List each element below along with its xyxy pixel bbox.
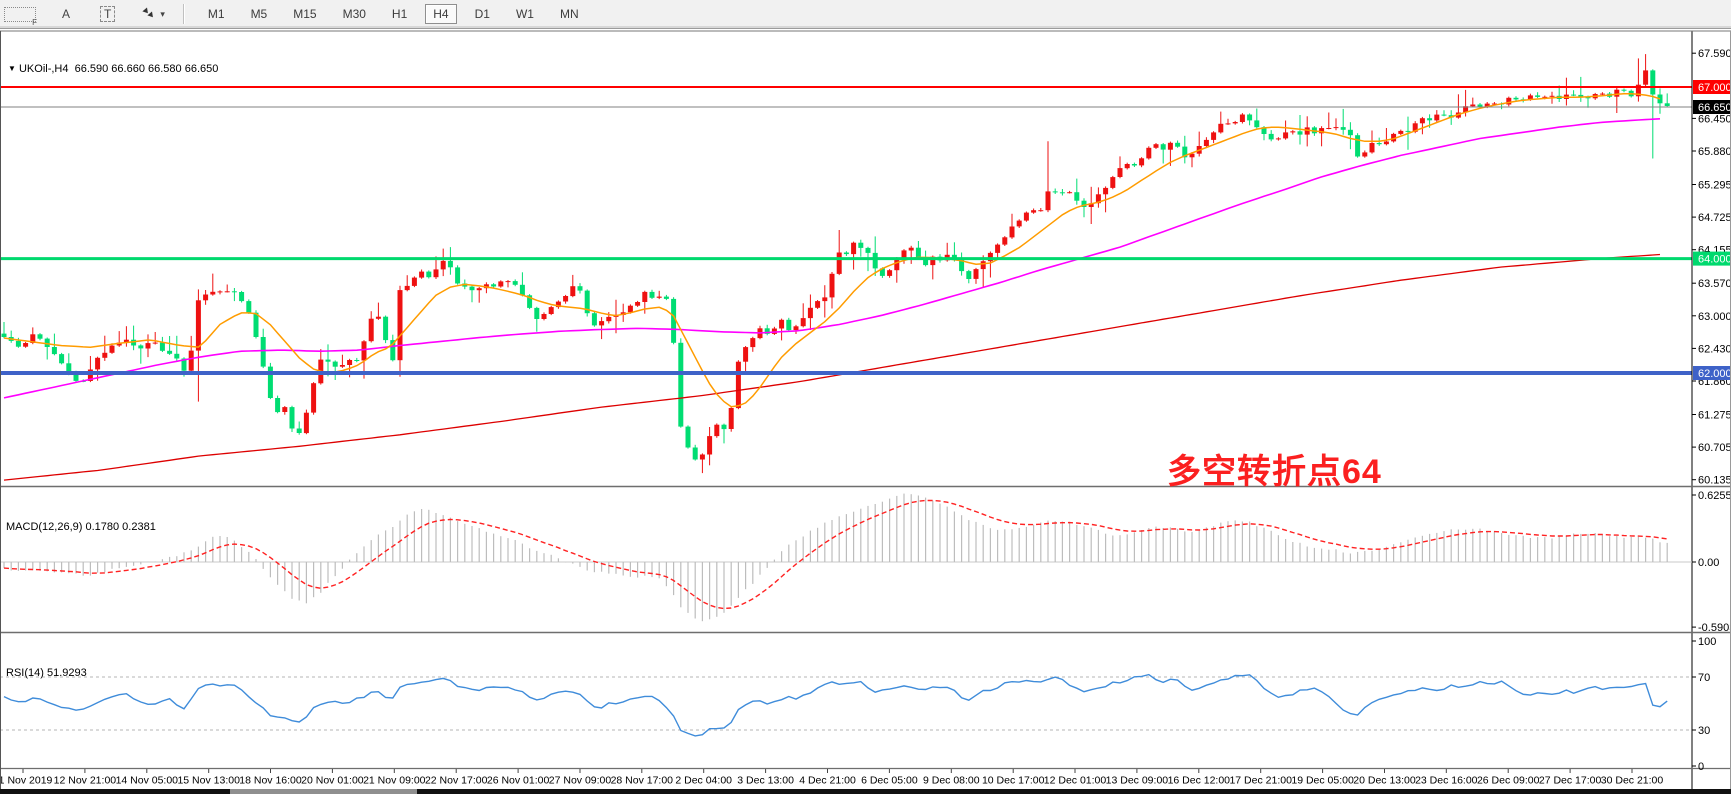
arrow-objects-dropdown-caret[interactable]: ▾ — [160, 8, 165, 19]
macd-signal-line — [3, 499, 1668, 610]
price-badge-64.000 — [1693, 251, 1731, 266]
time-axis-label: 12 Nov 21:00 — [54, 775, 117, 787]
timeframe-button-m5[interactable]: M5 — [250, 7, 268, 21]
chart-canvas[interactable]: 67.59066.45065.88065.29564.72564.15563.5… — [0, 30, 1731, 794]
time-axis-label: 30 Dec 21:00 — [1601, 775, 1664, 787]
time-axis-label: 26 Nov 01:00 — [487, 775, 550, 787]
rsi-axis-label: 0 — [1698, 761, 1704, 773]
rsi-line — [3, 673, 1668, 737]
toolbar: F A T ▾ M1 M5 M15 M30 H1 H4 D1 W1 MN — [0, 0, 1731, 29]
chart-background — [0, 30, 1731, 794]
time-axis-label: 11 Nov 2019 — [0, 775, 53, 787]
price-badge-62.000 — [1693, 366, 1731, 380]
ma-fast-orange-line — [3, 93, 1661, 408]
price-axis-label: 66.450 — [1698, 113, 1731, 125]
timeframe-button-w1[interactable]: W1 — [515, 7, 534, 21]
time-axis-label: 26 Dec 09:00 — [1477, 775, 1540, 787]
time-axis-label: 15 Nov 13:00 — [177, 775, 240, 787]
time-axis-label: 12 Dec 01:00 — [1044, 775, 1107, 787]
time-axis-label: 27 Nov 09:00 — [549, 775, 612, 787]
candlestick-series — [1, 54, 1670, 474]
arrow-objects-glyph — [142, 7, 154, 17]
macd-histogram — [3, 493, 1668, 622]
time-axis-label: 14 Nov 05:00 — [116, 775, 179, 787]
time-axis-label: 21 Nov 09:00 — [363, 775, 426, 787]
price-axis-label: 64.725 — [1698, 212, 1731, 224]
price-badge-label: 66.650 — [1698, 102, 1731, 114]
timeframe-button-m15[interactable]: M15 — [293, 7, 317, 21]
price-axis-label: 60.135 — [1698, 475, 1731, 487]
time-axis-label: 23 Dec 16:00 — [1415, 775, 1478, 787]
price-axis-label: 60.705 — [1698, 442, 1731, 454]
time-axis-label: 20 Dec 13:00 — [1353, 775, 1416, 787]
time-axis-label: 10 Dec 17:00 — [982, 775, 1045, 787]
time-axis-label: 19 Dec 05:00 — [1291, 775, 1354, 787]
price-axis-label: 63.000 — [1698, 311, 1731, 323]
time-axis-label: 2 Dec 04:00 — [675, 775, 732, 787]
price-badge-66.650 — [1693, 100, 1731, 114]
time-axis-label: 18 Nov 16:00 — [239, 775, 302, 787]
price-badge-label: 67.000 — [1698, 82, 1731, 94]
timeframe-button-h4[interactable]: H4 — [425, 4, 457, 24]
chart-symbol-title[interactable]: ▼ UKOil-,H4 66.590 66.660 66.580 66.650 — [8, 63, 218, 75]
price-axis-label: 65.880 — [1698, 146, 1731, 158]
timeframe-button-mn[interactable]: MN — [559, 7, 579, 21]
macd-axis-label: 0.6255 — [1698, 490, 1731, 502]
rsi-indicator-label: RSI(14) 51.9293 — [6, 667, 87, 679]
toolbar-separator — [182, 4, 185, 24]
price-axis-label: 63.570 — [1698, 278, 1731, 290]
time-axis-label: 16 Dec 12:00 — [1168, 775, 1231, 787]
toolbar-grip-icon[interactable]: F — [4, 6, 37, 27]
chart-collapse-icon[interactable]: ▼ — [8, 64, 16, 73]
price-axis-label: 65.295 — [1698, 180, 1731, 192]
rsi-axis-label: 70 — [1698, 672, 1710, 684]
price-axis-label: 62.430 — [1698, 343, 1731, 355]
time-axis-label: 20 Nov 01:00 — [301, 775, 364, 787]
rsi-axis-label: 100 — [1698, 636, 1716, 648]
rsi-axis-label: 30 — [1698, 725, 1710, 737]
text-label-tool-icon[interactable]: T — [100, 6, 116, 22]
timeframe-button-h1[interactable]: H1 — [391, 7, 408, 21]
price-badge-67.000 — [1693, 80, 1731, 94]
timeframe-button-d1[interactable]: D1 — [474, 7, 490, 21]
price-axis-label: 67.590 — [1698, 48, 1731, 60]
toolbar-grip-label: F — [32, 17, 37, 27]
ma-mid-magenta-line — [3, 118, 1661, 399]
time-axis-label: 3 Dec 13:00 — [737, 775, 794, 787]
bottom-scrollbar-thumb[interactable] — [230, 789, 417, 794]
price-badge-label: 62.000 — [1698, 368, 1731, 380]
macd-indicator-label: MACD(12,26,9) 0.1780 0.2381 — [6, 521, 156, 533]
chart-title-text: UKOil-,H4 66.590 66.660 66.580 66.650 — [18, 63, 219, 75]
macd-axis-label: -0.5903 — [1698, 622, 1731, 634]
ma-slow-red-line — [3, 253, 1661, 481]
arrow-objects-icon[interactable] — [141, 6, 156, 23]
macd-axis-label: 0.00 — [1698, 557, 1719, 569]
time-axis-label: 27 Dec 17:00 — [1539, 775, 1602, 787]
time-axis-label: 17 Dec 21:00 — [1229, 775, 1292, 787]
time-axis-label: 22 Nov 17:00 — [425, 775, 488, 787]
chart-window[interactable]: 67.590 66.450 65.880 65.295 64.725 64.155 63.5… — [0, 30, 1731, 794]
time-axis-label: 4 Dec 21:00 — [799, 775, 856, 787]
font-tool-icon[interactable]: A — [62, 7, 71, 21]
time-axis-label: 9 Dec 08:00 — [923, 775, 980, 787]
timeframe-button-m30[interactable]: M30 — [342, 7, 366, 21]
time-axis-label: 6 Dec 05:00 — [861, 775, 918, 787]
price-badge-label: 64.000 — [1698, 254, 1731, 266]
bottom-scrollbar-track — [0, 789, 1731, 794]
time-axis-label: 28 Nov 17:00 — [611, 775, 674, 787]
chart-annotation-text[interactable]: 多空转折点64 — [1167, 453, 1382, 491]
timeframe-button-m1[interactable]: M1 — [207, 7, 225, 21]
price-axis-label: 61.275 — [1698, 410, 1731, 422]
time-axis-label: 13 Dec 09:00 — [1106, 775, 1169, 787]
